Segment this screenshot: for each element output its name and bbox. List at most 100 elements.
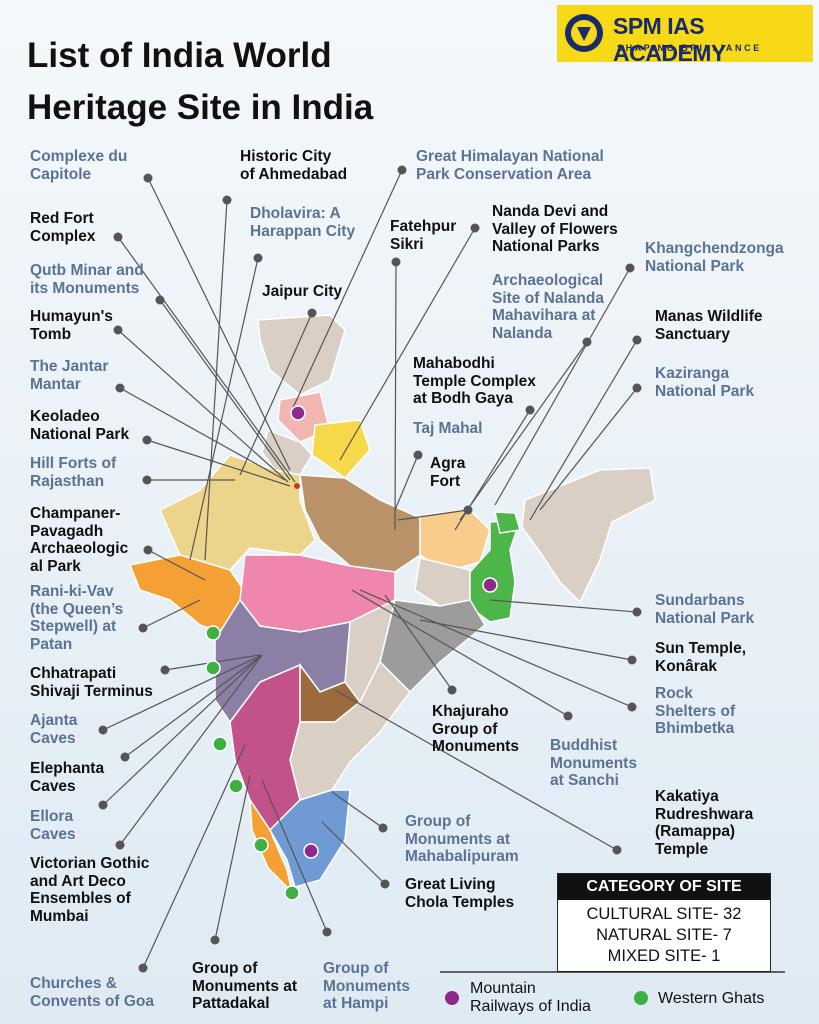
site-label: Manas Wildlife Sanctuary bbox=[655, 308, 763, 343]
leader-line bbox=[147, 549, 206, 581]
leader-line bbox=[159, 299, 291, 481]
leader-line bbox=[394, 454, 419, 511]
leader-line bbox=[102, 654, 263, 731]
leader-line bbox=[397, 509, 469, 521]
leader-line bbox=[529, 339, 638, 521]
site-dot bbox=[322, 927, 332, 937]
site-dot bbox=[582, 337, 592, 347]
site-label: Kakatiya Rudreshwara (Ramappa) Temple bbox=[655, 788, 754, 858]
site-label: Group of Monuments at Hampi bbox=[323, 960, 410, 1012]
site-label: Taj Mahal bbox=[413, 420, 483, 437]
ghats-marker bbox=[205, 660, 221, 676]
site-dot bbox=[447, 685, 457, 695]
site-label: Red Fort Complex bbox=[30, 210, 96, 245]
site-label: Archaeological Site of Nalanda Mahavihar… bbox=[492, 272, 604, 342]
site-dot bbox=[632, 383, 642, 393]
site-label: Dholavira: A Harappan City bbox=[250, 205, 356, 240]
region bbox=[494, 511, 521, 534]
site-dot bbox=[138, 963, 148, 973]
legend-label: Western Ghats bbox=[658, 990, 765, 1007]
site-dot bbox=[98, 725, 108, 735]
site-dot bbox=[632, 607, 642, 617]
ghats-marker bbox=[284, 885, 300, 901]
site-dot bbox=[378, 823, 388, 833]
site-label: Rock Shelters of Bhimbetka bbox=[655, 685, 736, 737]
site-dot bbox=[113, 232, 123, 242]
railway-marker bbox=[482, 577, 498, 593]
site-dot bbox=[138, 623, 148, 633]
site-dot bbox=[115, 840, 125, 850]
logo-name: SPM IAS ACADEMY bbox=[613, 13, 726, 66]
site-label: Qutb Minar and its Monuments bbox=[30, 262, 144, 297]
site-label: Complexe du Capitole bbox=[30, 148, 128, 183]
site-dot bbox=[113, 325, 123, 335]
leader-line bbox=[214, 774, 251, 941]
site-label: Sun Temple, Konârak bbox=[655, 640, 747, 675]
site-label: Agra Fort bbox=[430, 455, 466, 490]
leader-line bbox=[351, 589, 569, 717]
leader-line bbox=[339, 227, 476, 461]
site-label: Victorian Gothic and Art Deco Ensembles … bbox=[30, 855, 150, 925]
category-box: CATEGORY OF SITE CULTURAL SITE- 32 NATURA… bbox=[557, 873, 771, 972]
ghats-marker bbox=[253, 837, 269, 853]
site-label: Kaziranga National Park bbox=[655, 365, 755, 400]
site-dot bbox=[525, 405, 535, 415]
site-label: Sundarbans National Park bbox=[655, 592, 755, 627]
site-dot bbox=[155, 295, 165, 305]
site-dot bbox=[397, 165, 407, 175]
leader-line bbox=[146, 439, 291, 487]
leader-line bbox=[142, 744, 246, 969]
site-label: Historic City of Ahmedabad bbox=[240, 148, 348, 183]
site-label: Great Living Chola Temples bbox=[405, 876, 515, 911]
site-dot bbox=[115, 383, 125, 393]
leader-line bbox=[117, 329, 289, 483]
site-dot bbox=[143, 545, 153, 555]
leader-line bbox=[539, 387, 638, 511]
leader-line bbox=[494, 267, 631, 506]
region bbox=[269, 789, 351, 888]
site-dot bbox=[612, 845, 622, 855]
category-title: CATEGORY OF SITE bbox=[558, 874, 770, 900]
site-label: Nanda Devi and Valley of Flowers Nationa… bbox=[492, 203, 618, 255]
site-label: Champaner- Pavagadh Archaeologic al Park bbox=[30, 505, 129, 575]
leader-line bbox=[489, 599, 638, 613]
leader-line bbox=[394, 261, 397, 531]
site-dot bbox=[380, 879, 390, 889]
leader-line bbox=[384, 594, 453, 691]
site-dot bbox=[143, 173, 153, 183]
site-dot bbox=[253, 253, 263, 263]
railway-marker bbox=[290, 405, 306, 421]
site-dot bbox=[160, 665, 170, 675]
leader-line bbox=[334, 689, 618, 851]
site-dot bbox=[120, 752, 130, 762]
ghats-marker bbox=[228, 778, 244, 794]
category-line: NATURAL SITE- 7 bbox=[596, 926, 732, 944]
agra-marker bbox=[294, 483, 300, 489]
legend-marker bbox=[634, 991, 648, 1005]
site-dot bbox=[627, 655, 637, 665]
site-dot bbox=[563, 711, 573, 721]
leader-line bbox=[189, 257, 259, 561]
site-dot bbox=[307, 308, 317, 318]
site-label: Humayun's Tomb bbox=[30, 308, 113, 343]
site-label: Hill Forts of Rajasthan bbox=[30, 455, 117, 490]
site-label: Rani-ki-Vav (the Queen’s Stepwell) at Pa… bbox=[30, 583, 124, 653]
leader-line bbox=[124, 654, 263, 758]
logo-emblem bbox=[565, 14, 603, 52]
region bbox=[159, 454, 316, 571]
site-label: Khangchendzonga National Park bbox=[645, 240, 784, 275]
ghats-marker bbox=[205, 625, 221, 641]
site-label: Mahabodhi Temple Complex at Bodh Gaya bbox=[413, 355, 536, 407]
leader-line bbox=[119, 654, 263, 846]
site-dot bbox=[391, 257, 401, 267]
region bbox=[521, 467, 656, 604]
leader-line bbox=[291, 169, 403, 411]
site-dot bbox=[98, 800, 108, 810]
site-label: Great Himalayan National Park Conservati… bbox=[416, 148, 604, 183]
category-line: MIXED SITE- 1 bbox=[607, 947, 721, 965]
site-label: Elephanta Caves bbox=[30, 760, 105, 795]
site-dot bbox=[142, 475, 152, 485]
site-label: The Jantar Mantar bbox=[30, 358, 109, 393]
